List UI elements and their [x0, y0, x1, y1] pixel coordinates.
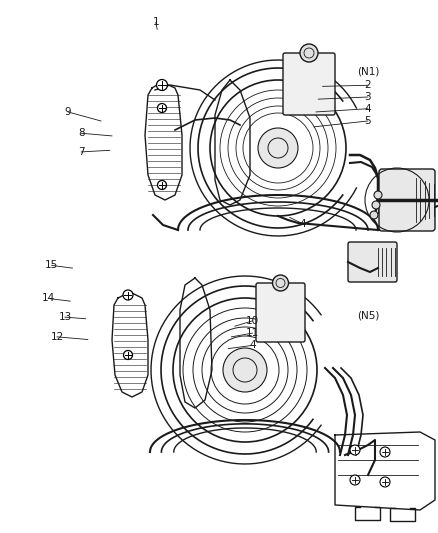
Circle shape	[349, 445, 359, 455]
Text: 10: 10	[245, 316, 258, 326]
Circle shape	[157, 103, 166, 112]
Text: 2: 2	[364, 80, 371, 90]
Text: 1: 1	[152, 18, 159, 27]
Text: 11: 11	[245, 328, 258, 338]
Circle shape	[223, 348, 266, 392]
Text: (N1): (N1)	[356, 67, 378, 77]
FancyBboxPatch shape	[255, 283, 304, 342]
Circle shape	[299, 44, 317, 62]
Circle shape	[349, 475, 359, 485]
Text: 3: 3	[364, 92, 371, 102]
Circle shape	[157, 181, 166, 190]
Circle shape	[156, 79, 167, 91]
Circle shape	[369, 211, 377, 219]
Text: 9: 9	[64, 107, 71, 117]
Circle shape	[379, 477, 389, 487]
Text: 7: 7	[78, 147, 85, 157]
Circle shape	[258, 128, 297, 168]
Text: 8: 8	[78, 128, 85, 138]
Circle shape	[373, 191, 381, 199]
Text: 14: 14	[42, 294, 55, 303]
Circle shape	[272, 275, 288, 291]
FancyBboxPatch shape	[283, 53, 334, 115]
Text: 15: 15	[45, 261, 58, 270]
Text: 13: 13	[58, 312, 71, 322]
Circle shape	[123, 290, 133, 300]
Text: 4: 4	[299, 219, 306, 229]
Circle shape	[379, 447, 389, 457]
FancyBboxPatch shape	[347, 242, 396, 282]
Text: 5: 5	[364, 116, 371, 126]
Text: 4: 4	[248, 341, 255, 350]
Text: 12: 12	[50, 332, 64, 342]
Text: (N5): (N5)	[356, 311, 378, 320]
Circle shape	[371, 201, 379, 209]
Text: 4: 4	[364, 104, 371, 114]
FancyBboxPatch shape	[378, 169, 434, 231]
Circle shape	[123, 351, 132, 359]
